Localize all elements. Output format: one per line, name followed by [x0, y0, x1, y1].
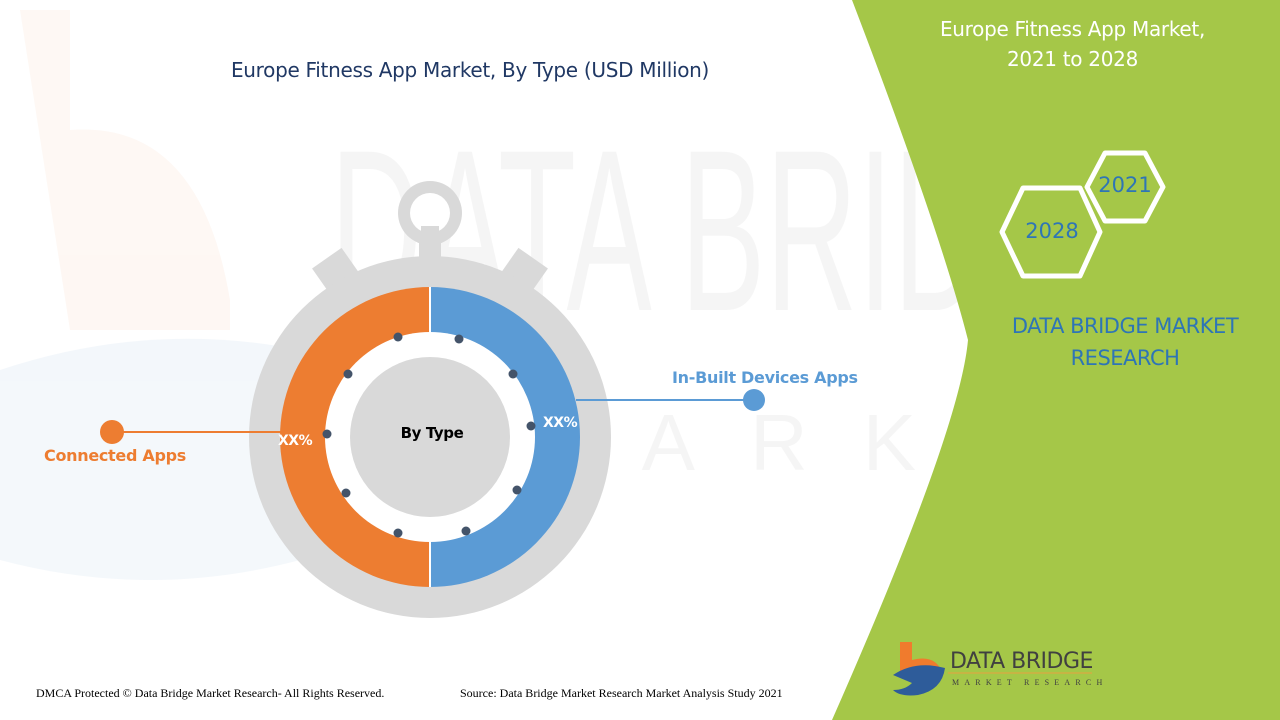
tick-dots [322, 332, 536, 538]
chart-title: Europe Fitness App Market, By Type (USD … [230, 58, 710, 82]
callout-dot-connected [100, 420, 124, 444]
panel-title-line1: Europe Fitness App Market, [939, 17, 1206, 41]
center-label: By Type [400, 424, 464, 442]
logo-mark [893, 642, 1092, 696]
brand-text: DATA BRIDGE MARKET RESEARCH [990, 310, 1260, 374]
footer-copyright: DMCA Protected © Data Bridge Market Rese… [36, 686, 385, 700]
logo-subtext: MARKET RESEARCH [952, 678, 1108, 687]
value-label-connected-apps: XX% [278, 433, 313, 449]
hexagon-2021 [1084, 150, 1166, 224]
legend-label-in-built-devices: In-Built Devices Apps [672, 368, 858, 387]
hexagon-2028 [999, 185, 1103, 279]
center-disc [350, 357, 510, 517]
panel-title-line2: 2021 to 2028 [1007, 47, 1138, 71]
brand-line2: RESEARCH [1070, 346, 1180, 370]
logo-text: DATA BRIDGE [950, 649, 1093, 674]
hex-year-2021: 2021 [1098, 173, 1152, 197]
brand-line1: DATA BRIDGE MARKET [1011, 314, 1239, 338]
hex-year-2028: 2028 [1025, 219, 1079, 243]
panel-title: Europe Fitness App Market, 2021 to 2028 [900, 14, 1245, 74]
legend-label-connected-apps: Connected Apps [44, 446, 186, 465]
footer-source: Source: Data Bridge Market Research Mark… [460, 686, 783, 700]
callout-dot-in-built [743, 389, 765, 411]
value-label-in-built-devices: XX% [543, 415, 578, 431]
green-panel [832, 0, 1280, 720]
